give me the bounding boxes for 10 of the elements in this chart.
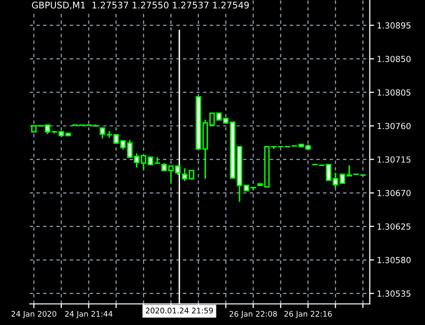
y-tick-label: 1.30895 <box>378 22 410 29</box>
y-tick-label: 1.30535 <box>378 290 410 297</box>
chart-title: GBPUSD,M1 1.27537 1.27550 1.27537 1.27549 <box>32 2 249 10</box>
y-tick-label: 1.30850 <box>378 56 411 62</box>
y-tick-label: 1.30625 <box>378 223 410 230</box>
y-tick-label: 1.30805 <box>378 89 410 96</box>
y-tick-label: 1.30715 <box>378 156 410 163</box>
y-tick-label: 1.30670 <box>378 190 411 196</box>
y-tick-label: 1.30760 <box>378 122 411 130</box>
y-tick-label: 1.30580 <box>378 256 411 264</box>
